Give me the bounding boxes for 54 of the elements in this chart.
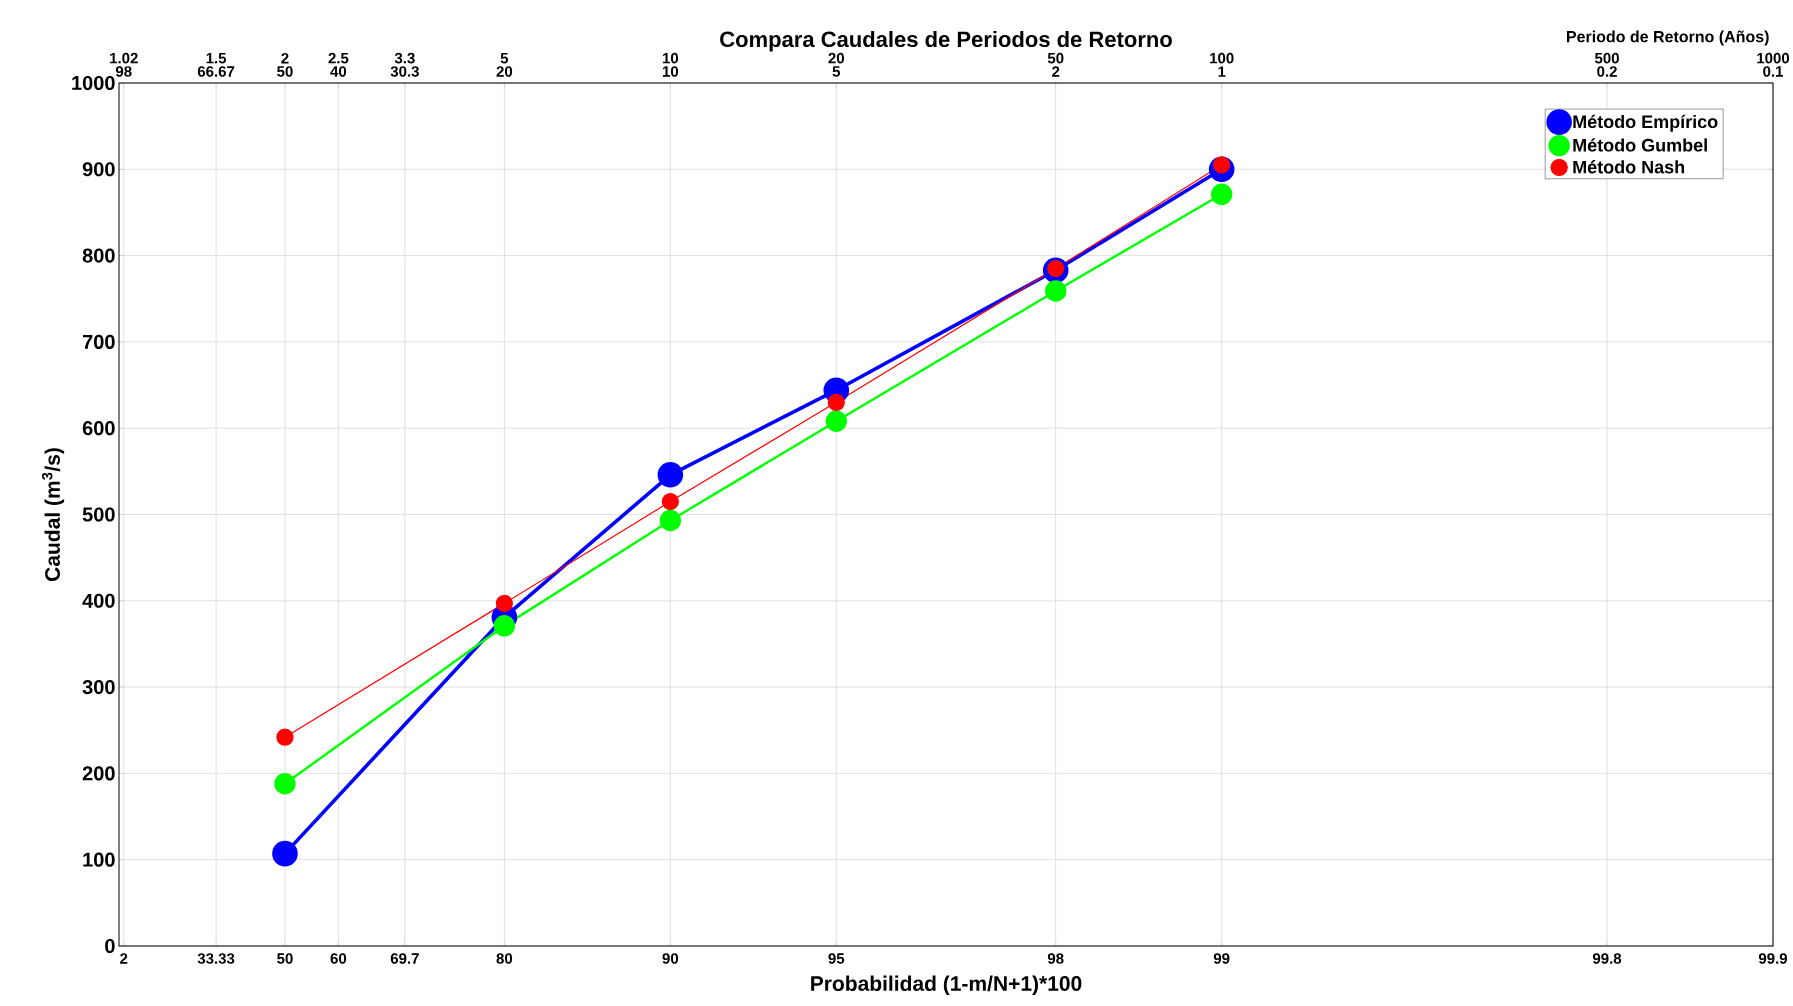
text: 20 (496, 66, 513, 77)
text: 40 (330, 66, 347, 77)
text: 95 (828, 953, 845, 964)
text: 69.7 (390, 953, 419, 964)
x-tick-label: 100 (1210, 52, 1234, 64)
y-tick-label: 800 (82, 248, 115, 263)
text: 98 (1047, 953, 1064, 964)
y-tick-label: 200 (82, 766, 115, 781)
text: 0.2 (1597, 66, 1617, 77)
text: 80 (496, 953, 513, 964)
text: 99 (1213, 953, 1230, 964)
text: 30.3 (390, 66, 419, 77)
text: 90 (662, 953, 679, 964)
x-tick-label: 5 (500, 52, 509, 64)
text: 10 (662, 66, 679, 77)
y-tick-label: 400 (82, 593, 115, 608)
y-axis-title: Caudal (m$^{3}$/s) (41, 448, 65, 581)
text: 99.8 (1592, 953, 1622, 964)
y-tick-label: 1000 (72, 75, 115, 91)
x-tick-label: 1.02 (110, 52, 138, 64)
y-tick-label: 900 (82, 162, 115, 177)
x-tick-label: 1000 (1757, 52, 1790, 64)
x-tick-label: 10 (662, 52, 679, 64)
y-tick-label: 100 (83, 852, 115, 867)
x-tick-label: 20 (828, 52, 844, 64)
y-tick-label: 500 (82, 507, 115, 522)
text: 2 (1052, 66, 1060, 77)
y-tick-label: 0 (105, 938, 115, 954)
text: 0.1 (1763, 66, 1783, 77)
x-tick-label: 2 (281, 52, 289, 64)
legend-label: Método Empírico (1573, 114, 1718, 132)
text: 2 (120, 953, 128, 964)
text: 1 (1218, 66, 1226, 77)
y-tick-label: 300 (82, 680, 115, 695)
x-tick-label: 50 (1047, 52, 1064, 64)
legend-label: Método Gumbel (1573, 138, 1707, 152)
x-tick-label: 3.3 (394, 52, 415, 64)
x2-axis-title: Periodo de Retorno (Años) (1566, 30, 1769, 46)
chart-title: Compara Caudales de Periodos de Retorno (720, 30, 1172, 52)
x-axis-title: Probabilidad (1-m/N+1)*100 (811, 975, 1082, 996)
text: 50 (277, 66, 293, 77)
y-tick-label: 700 (82, 334, 115, 349)
y-tick-label: 600 (82, 421, 115, 436)
legend-label: Método Nash (1573, 160, 1685, 174)
x-tick-label: 500 (1594, 52, 1619, 64)
x-tick-label: 2.5 (328, 52, 349, 64)
text: 98 (115, 66, 132, 77)
text: 5 (832, 66, 841, 77)
text: 50 (277, 953, 293, 964)
text: 99.9 (1758, 953, 1788, 964)
text: 66.67 (197, 66, 235, 77)
x-tick-label: 1.5 (206, 52, 227, 64)
text: 60 (330, 953, 347, 964)
text: 33.33 (197, 953, 235, 964)
